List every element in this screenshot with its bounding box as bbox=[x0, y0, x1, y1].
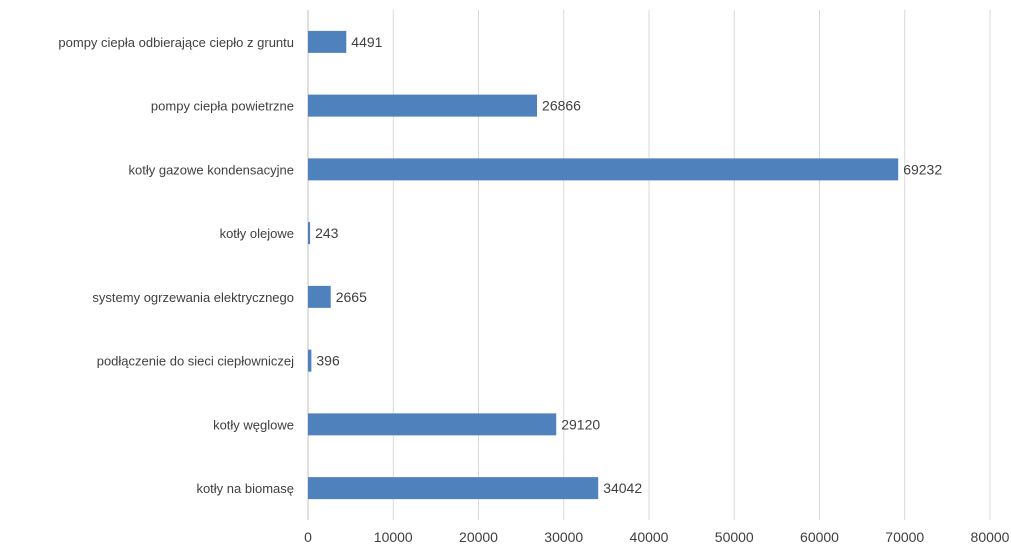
category-label: systemy ogrzewania elektrycznego bbox=[92, 290, 294, 305]
x-tick-label: 20000 bbox=[459, 529, 498, 545]
x-tick-label: 10000 bbox=[374, 529, 413, 545]
data-label: 4491 bbox=[351, 34, 382, 50]
x-tick-label: 30000 bbox=[544, 529, 583, 545]
category-label: podłączenie do sieci ciepłowniczej bbox=[97, 354, 294, 369]
bar bbox=[308, 285, 331, 308]
x-axis-tick-labels: 0 10000 20000 30000 40000 50000 60000 70000 8000… bbox=[304, 529, 1010, 545]
category-label: pompy ciepła powietrzne bbox=[151, 99, 294, 114]
x-tick-label: 80000 bbox=[971, 529, 1010, 545]
x-tick-label: 0 bbox=[304, 529, 312, 545]
x-tick-label: 40000 bbox=[630, 529, 669, 545]
x-tick-label: 70000 bbox=[885, 529, 924, 545]
x-tick-label: 50000 bbox=[715, 529, 754, 545]
data-label: 34042 bbox=[603, 480, 642, 496]
category-label: kotły na biomasę bbox=[196, 481, 294, 496]
gridlines bbox=[307, 10, 991, 520]
data-label: 396 bbox=[316, 353, 340, 369]
category-label: pompy ciepła odbierające ciepło z gruntu bbox=[58, 35, 294, 50]
data-label: 243 bbox=[315, 225, 339, 241]
category-label: kotły olejowe bbox=[220, 226, 294, 241]
category-label: kotły węglowe bbox=[213, 417, 294, 432]
x-tick-label: 60000 bbox=[800, 529, 839, 545]
bar bbox=[308, 477, 599, 500]
bar bbox=[308, 158, 899, 181]
bars bbox=[308, 30, 899, 500]
bar bbox=[308, 349, 312, 372]
bar bbox=[308, 30, 347, 53]
data-label: 2665 bbox=[336, 289, 367, 305]
data-labels: 4491 26866 69232 243 2665 396 29120 34042 bbox=[315, 34, 942, 496]
bar bbox=[308, 413, 557, 436]
bar bbox=[308, 94, 538, 117]
category-labels: pompy ciepła odbierające ciepło z gruntu… bbox=[58, 35, 294, 496]
data-label: 29120 bbox=[561, 416, 600, 432]
bar bbox=[308, 222, 311, 245]
category-label: kotły gazowe kondensacyjne bbox=[129, 162, 295, 177]
data-label: 69232 bbox=[903, 161, 942, 177]
data-label: 26866 bbox=[542, 98, 581, 114]
